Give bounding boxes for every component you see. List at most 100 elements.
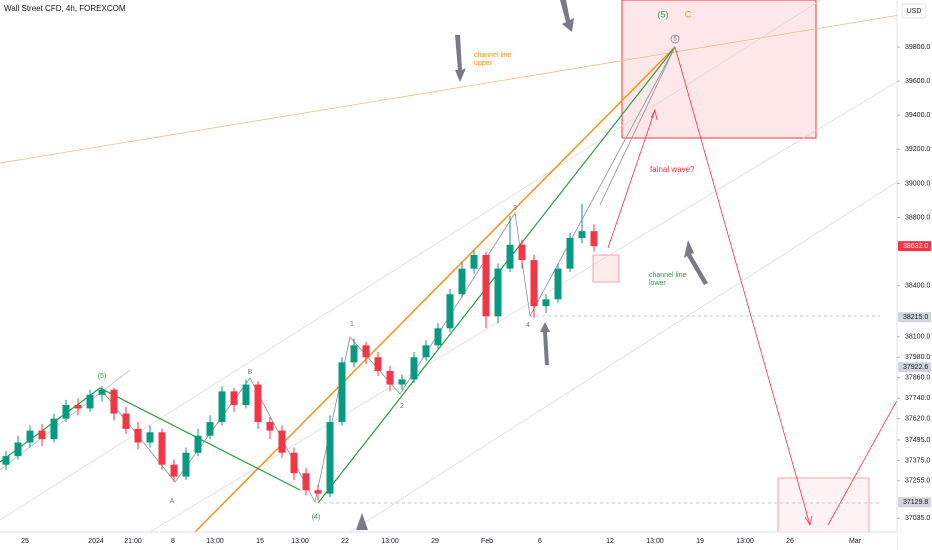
candle-body bbox=[182, 452, 190, 477]
y-tick-label: 37860.0 bbox=[905, 375, 930, 382]
candle-body bbox=[38, 430, 46, 440]
y-tick-label: 39800.0 bbox=[905, 44, 930, 51]
x-tick-label: Mar bbox=[849, 538, 862, 545]
x-tick-label: 22 bbox=[341, 538, 349, 545]
candle-body bbox=[242, 384, 250, 406]
x-tick-label: 25 bbox=[21, 538, 29, 545]
x-tick-label: 6 bbox=[538, 538, 542, 545]
candle-body bbox=[554, 268, 562, 300]
candle-body bbox=[50, 418, 58, 440]
y-tick-label: 37035.0 bbox=[905, 515, 930, 522]
wave-label: 1 bbox=[350, 321, 354, 328]
candle-body bbox=[446, 294, 454, 329]
candle-body bbox=[506, 244, 514, 269]
candle-body bbox=[338, 362, 346, 423]
price-label: 38215.0 bbox=[903, 314, 928, 321]
y-tick-label: 39200.0 bbox=[905, 146, 930, 153]
x-tick-label: 13:00 bbox=[646, 538, 664, 545]
y-tick-label: 39600.0 bbox=[905, 78, 930, 85]
channel-upper bbox=[0, 14, 901, 164]
candle-body bbox=[410, 357, 418, 380]
y-tick-label: 39400.0 bbox=[905, 112, 930, 119]
x-tick-label: 19 bbox=[696, 538, 704, 545]
annotation: fainal wave? bbox=[650, 165, 695, 174]
x-tick-label: 26 bbox=[786, 538, 794, 545]
candle-body bbox=[470, 255, 478, 269]
candle-body bbox=[62, 405, 70, 419]
wave-label: B bbox=[248, 369, 253, 376]
annotation: channel line bbox=[649, 272, 686, 279]
wave-label: (5) bbox=[98, 373, 107, 380]
candle-body bbox=[482, 255, 490, 317]
chart-title: Wall Street CFD, 4h, FOREXCOM bbox=[4, 4, 126, 13]
channel-faint bbox=[349, 179, 901, 533]
y-tick-label: 38100.0 bbox=[905, 334, 930, 341]
candle-body bbox=[566, 237, 574, 269]
candle-body bbox=[422, 345, 430, 358]
candle-body bbox=[374, 357, 382, 371]
price-marker bbox=[898, 312, 931, 323]
wave-label: (5) bbox=[658, 9, 669, 19]
candle-body bbox=[194, 435, 202, 453]
candle-body bbox=[146, 432, 154, 443]
candle-body bbox=[434, 328, 442, 346]
wave-label: C bbox=[685, 9, 692, 19]
arrow-head bbox=[650, 108, 658, 121]
currency[interactable]: USD bbox=[907, 8, 922, 15]
x-tick-label: 21:00 bbox=[124, 538, 142, 545]
candle-body bbox=[326, 422, 334, 494]
arrow bbox=[684, 240, 708, 285]
candle-body bbox=[122, 413, 130, 429]
channel-faint bbox=[0, 369, 131, 471]
currency-box[interactable] bbox=[901, 3, 927, 19]
candle-body bbox=[494, 268, 502, 317]
y-tick-label: 39000.0 bbox=[905, 180, 930, 187]
candle-body bbox=[542, 299, 550, 307]
wave-label: A bbox=[170, 498, 175, 505]
candle-body bbox=[314, 490, 322, 494]
arrow bbox=[356, 513, 368, 530]
arrow bbox=[540, 322, 550, 365]
candle-body bbox=[530, 260, 538, 307]
x-tick-label: 13:00 bbox=[291, 538, 309, 545]
candle-body bbox=[590, 231, 598, 247]
red-arrow bbox=[674, 46, 811, 526]
candle-body bbox=[386, 370, 394, 385]
y-tick-label: 37375.0 bbox=[905, 457, 930, 464]
candle-body bbox=[2, 456, 10, 465]
x-tick-label: 15 bbox=[256, 538, 264, 545]
price-marker bbox=[898, 497, 931, 508]
candle-body bbox=[218, 391, 226, 423]
candle-body bbox=[362, 345, 370, 358]
candle-body bbox=[254, 384, 262, 423]
target-zone bbox=[621, 0, 817, 139]
small-zone bbox=[592, 254, 620, 283]
y-tick-label: 37740.0 bbox=[905, 395, 930, 402]
candle-body bbox=[230, 391, 238, 406]
y-tick-label: 38800.0 bbox=[905, 214, 930, 221]
gray-arrows bbox=[356, 0, 708, 530]
bottom-zone bbox=[777, 477, 870, 533]
channel-faint bbox=[149, 79, 901, 533]
x-tick-label: 13:00 bbox=[736, 538, 754, 545]
y-tick-label: 37980.0 bbox=[905, 354, 930, 361]
wave-label: 4 bbox=[526, 322, 530, 329]
x-tick-label: 29 bbox=[431, 538, 439, 545]
candle-body bbox=[302, 473, 310, 491]
candle-body bbox=[266, 422, 274, 431]
red-arrow bbox=[827, 394, 901, 526]
x-tick-label: Feb bbox=[481, 538, 493, 545]
candle-body bbox=[206, 422, 214, 436]
candle-body bbox=[74, 405, 82, 409]
price-label: 37129.8 bbox=[903, 499, 928, 506]
x-tick-label: 12 bbox=[606, 538, 614, 545]
orange-line bbox=[194, 46, 676, 533]
candle-body bbox=[98, 389, 106, 395]
y-tick-label: 37620.0 bbox=[905, 415, 930, 422]
candle-body bbox=[518, 244, 526, 261]
x-axis-panel bbox=[0, 532, 897, 550]
price-label: 38632.0 bbox=[903, 243, 928, 250]
candle-body bbox=[290, 452, 298, 474]
